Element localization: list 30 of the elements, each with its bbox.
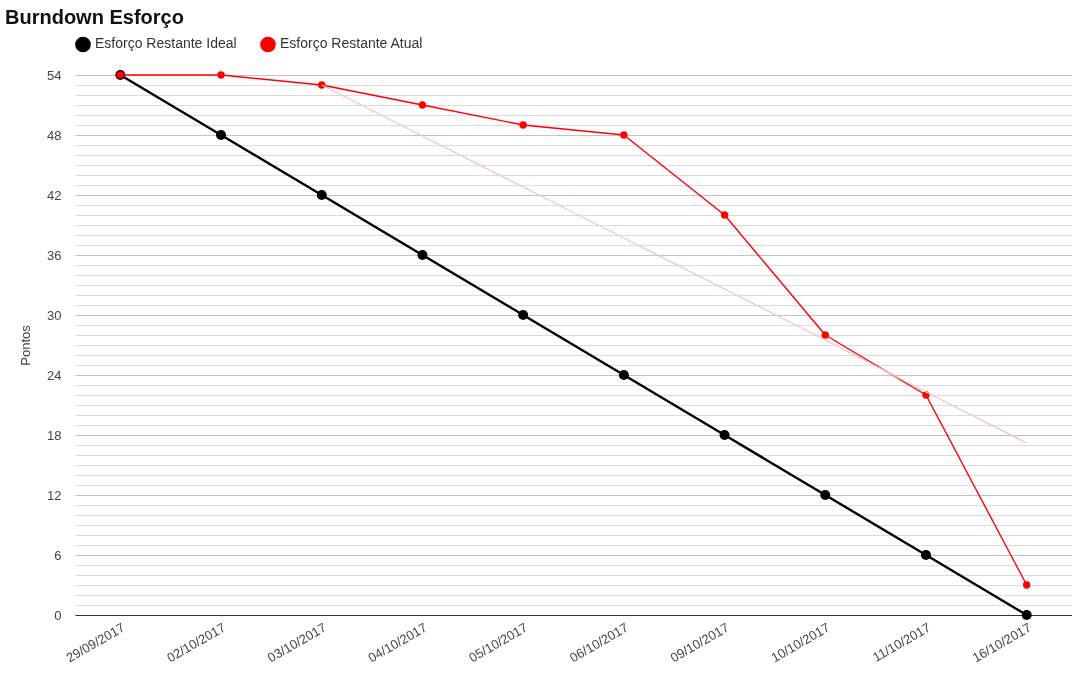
y-tick-label: 24 [47,367,62,383]
y-tick-label: 18 [47,427,62,443]
y-tick-label: 6 [54,547,62,563]
point [920,550,931,560]
point [821,331,829,339]
y-tick-label: 42 [47,187,62,203]
point [719,430,730,440]
legend-label: Esforço Restante Ideal [95,35,237,52]
y-tick-label: 36 [47,247,62,263]
point [720,211,729,219]
point [1021,610,1032,620]
point [519,121,527,129]
y-tick-label: 12 [47,487,62,503]
y-axis-title: Pontos [18,324,34,366]
point [620,131,628,139]
point [217,71,225,79]
point [417,250,428,260]
chart-title: Burndown Esforço [5,6,184,28]
point [316,190,327,200]
y-tick-label: 0 [54,607,62,623]
y-tick-label: 30 [47,307,62,323]
point [820,490,831,500]
point [216,130,227,140]
point [518,310,529,320]
point [1022,581,1031,589]
point [418,101,427,109]
legend-label: Esforço Restante Atual [280,35,423,52]
y-tick-label: 48 [47,127,62,143]
point [618,370,629,380]
y-tick-label: 54 [47,67,62,83]
